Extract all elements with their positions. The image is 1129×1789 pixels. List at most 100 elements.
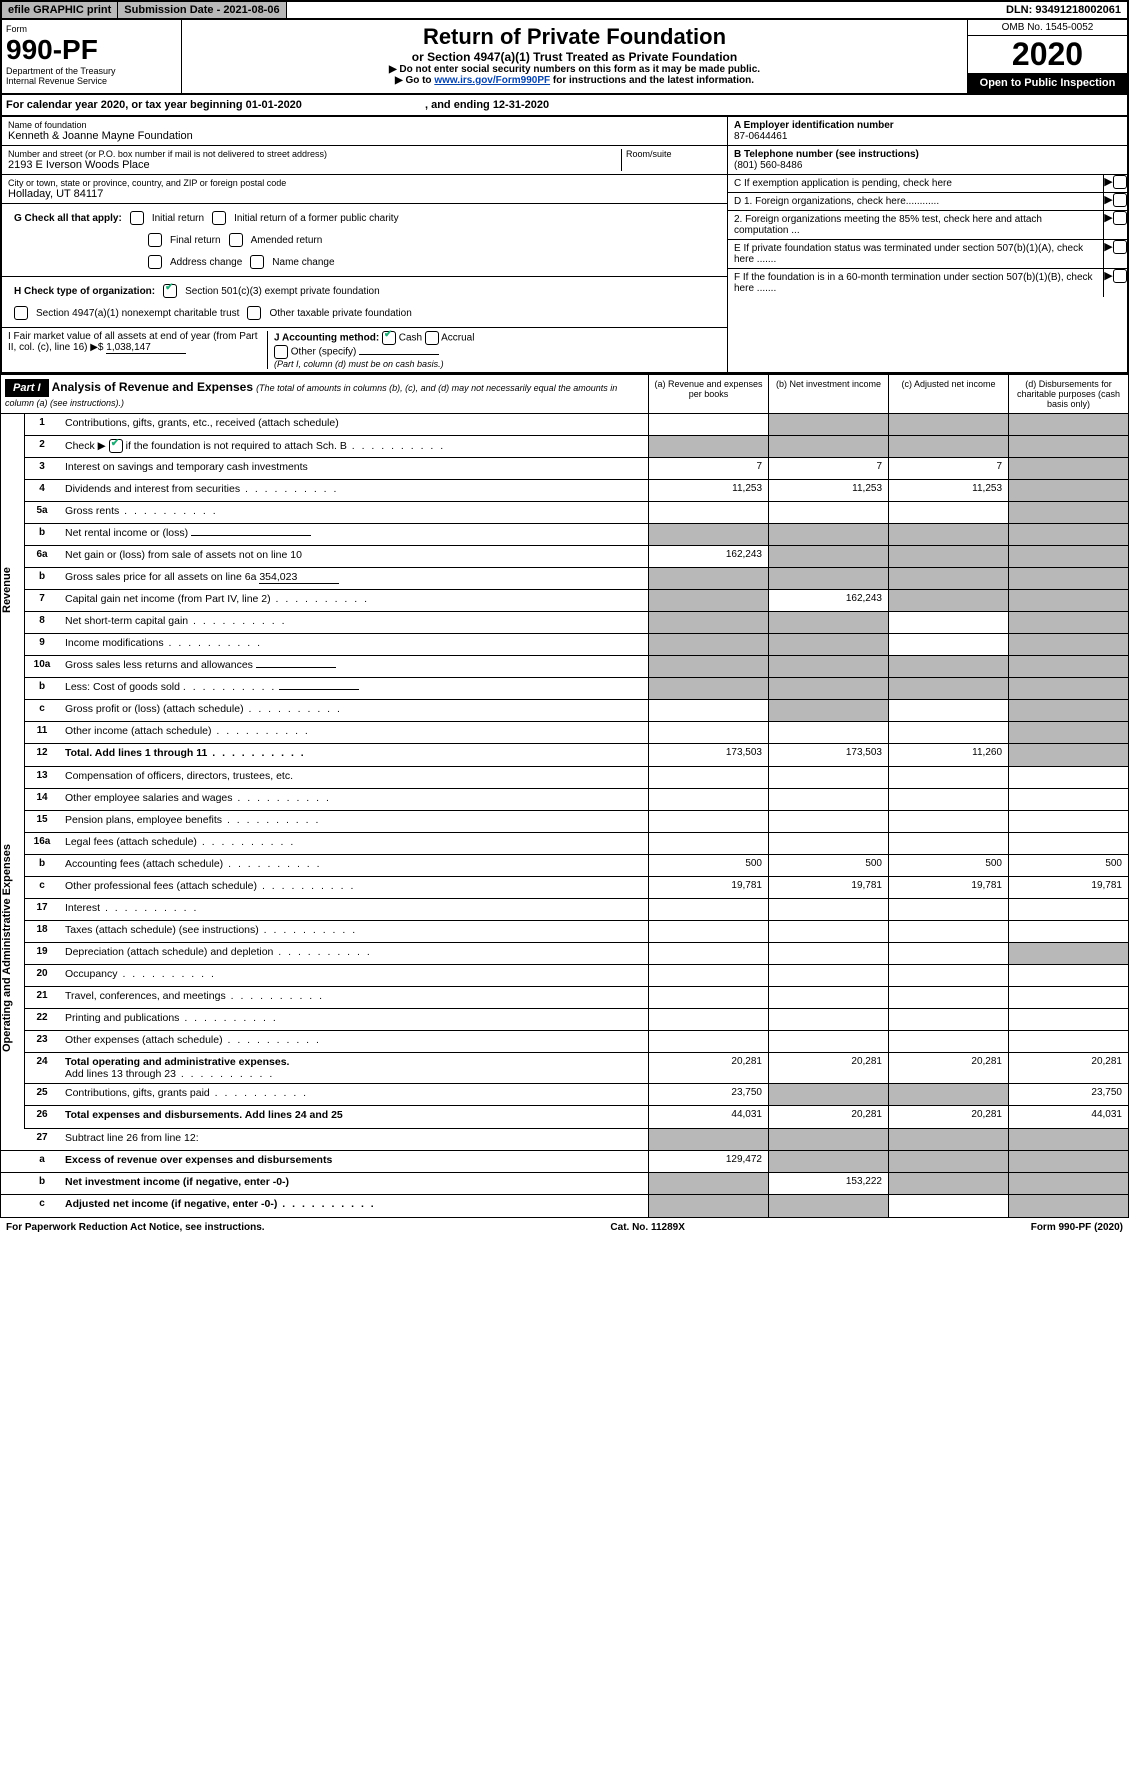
line-4-c: 11,253 [888,480,1008,501]
line-26-b: 20,281 [768,1106,888,1128]
calendar-year-row: For calendar year 2020, or tax year begi… [0,95,1129,117]
line-8: Net short-term capital gain [59,612,648,633]
d2-checkbox[interactable] [1113,211,1127,225]
c-checkbox[interactable] [1113,175,1127,189]
line-9: Income modifications [59,634,648,655]
line-3: Interest on savings and temporary cash i… [59,458,648,479]
e-checkbox[interactable] [1113,240,1127,254]
cat-no: Cat. No. 11289X [610,1222,684,1233]
instr-1: ▶ Do not enter social security numbers o… [186,64,963,75]
line-11: Other income (attach schedule) [59,722,648,743]
name-change-checkbox[interactable] [250,255,264,269]
efile-label: efile GRAPHIC print [2,2,118,18]
line-24: Total operating and administrative expen… [59,1053,648,1083]
ein: 87-0644461 [734,131,1121,142]
line-17: Interest [59,899,648,920]
g-opt-0: Initial return [152,213,204,224]
g-opt-1: Initial return of a former public charit… [234,213,399,224]
line-16b-b: 500 [768,855,888,876]
d1-checkbox[interactable] [1113,193,1127,207]
expenses-side-label: Operating and Administrative Expenses [0,767,24,1129]
form-footer: Form 990-PF (2020) [1031,1222,1123,1233]
line-24-d: 20,281 [1008,1053,1128,1083]
line-16c: Other professional fees (attach schedule… [59,877,648,898]
f-checkbox[interactable] [1113,269,1127,283]
g-opt-2: Final return [170,235,221,246]
form-subtitle: or Section 4947(a)(1) Trust Treated as P… [186,50,963,64]
form-link[interactable]: www.irs.gov/Form990PF [434,75,550,86]
line-26-d: 44,031 [1008,1106,1128,1128]
line-5b: Net rental income or (loss) [59,524,648,545]
dln: DLN: 93491218002061 [1000,2,1127,18]
foundation-name: Kenneth & Joanne Mayne Foundation [8,130,721,142]
dept: Department of the Treasury [6,66,177,76]
address-change-checkbox[interactable] [148,255,162,269]
paperwork-notice: For Paperwork Reduction Act Notice, see … [6,1222,265,1233]
line-22: Printing and publications [59,1009,648,1030]
line-10c: Gross profit or (loss) (attach schedule) [59,700,648,721]
f-label: F If the foundation is in a 60-month ter… [728,269,1103,297]
instr-2: ▶ Go to www.irs.gov/Form990PF for instru… [186,75,963,86]
amended-return-checkbox[interactable] [229,233,243,247]
501c3-checkbox[interactable] [163,284,177,298]
line-4-a: 11,253 [648,480,768,501]
line-6b: Gross sales price for all assets on line… [59,568,648,589]
col-d-head: (d) Disbursements for charitable purpose… [1008,375,1128,413]
line-3-a: 7 [648,458,768,479]
d2-label: 2. Foreign organizations meeting the 85%… [728,211,1103,239]
line-12-a: 173,503 [648,744,768,766]
addr-label: Number and street (or P.O. box number if… [8,149,621,159]
initial-return-checkbox[interactable] [130,211,144,225]
j-note: (Part I, column (d) must be on cash basi… [274,359,721,369]
phone: (801) 560-8486 [734,160,1121,171]
line-16b-a: 500 [648,855,768,876]
tax-year: 2020 [968,36,1127,73]
h-opt-3: Other taxable private foundation [269,308,411,319]
line-16b: Accounting fees (attach schedule) [59,855,648,876]
d1-label: D 1. Foreign organizations, check here..… [728,193,1103,210]
submission-date: Submission Date - 2021-08-06 [118,2,286,18]
form-label: Form [6,24,177,34]
line-4-b: 11,253 [768,480,888,501]
line-25: Contributions, gifts, grants paid [59,1084,648,1105]
line-27b-b: 153,222 [768,1173,888,1194]
h-opt-2: Section 4947(a)(1) nonexempt charitable … [36,308,239,319]
omb-no: OMB No. 1545-0052 [968,20,1127,36]
line-16c-a: 19,781 [648,877,768,898]
other-method-checkbox[interactable] [274,345,288,359]
g-opt-4: Address change [170,257,242,268]
line-4: Dividends and interest from securities [59,480,648,501]
final-return-checkbox[interactable] [148,233,162,247]
fmv-value: 1,038,147 [106,342,186,354]
accrual-checkbox[interactable] [425,331,439,345]
sch-b-checkbox[interactable] [109,439,123,453]
form-number: 990-PF [6,34,177,66]
line-16a: Legal fees (attach schedule) [59,833,648,854]
line-27a: Excess of revenue over expenses and disb… [59,1151,648,1172]
initial-former-checkbox[interactable] [212,211,226,225]
line-6b-val: 354,023 [259,571,339,584]
col-b-head: (b) Net investment income [768,375,888,413]
h-label: H Check type of organization: [14,286,155,297]
g-opt-3: Amended return [251,235,323,246]
line-3-c: 7 [888,458,1008,479]
line-14: Other employee salaries and wages [59,789,648,810]
line-7-b: 162,243 [768,590,888,611]
line-5a: Gross rents [59,502,648,523]
cash-checkbox[interactable] [382,331,396,345]
g-label: G Check all that apply: [14,213,122,224]
line-1: Contributions, gifts, grants, etc., rece… [59,414,648,435]
4947-checkbox[interactable] [14,306,28,320]
other-taxable-checkbox[interactable] [247,306,261,320]
line-19: Depreciation (attach schedule) and deple… [59,943,648,964]
line-20: Occupancy [59,965,648,986]
line-23: Other expenses (attach schedule) [59,1031,648,1052]
j-other: Other (specify) [291,347,357,358]
line-13: Compensation of officers, directors, tru… [59,767,648,788]
j-accrual: Accrual [441,333,474,344]
line-10a: Gross sales less returns and allowances [59,656,648,677]
city-state-zip: Holladay, UT 84117 [8,188,721,200]
line-12: Total. Add lines 1 through 11 [59,744,648,766]
part1-badge: Part I [5,379,49,397]
line-15: Pension plans, employee benefits [59,811,648,832]
